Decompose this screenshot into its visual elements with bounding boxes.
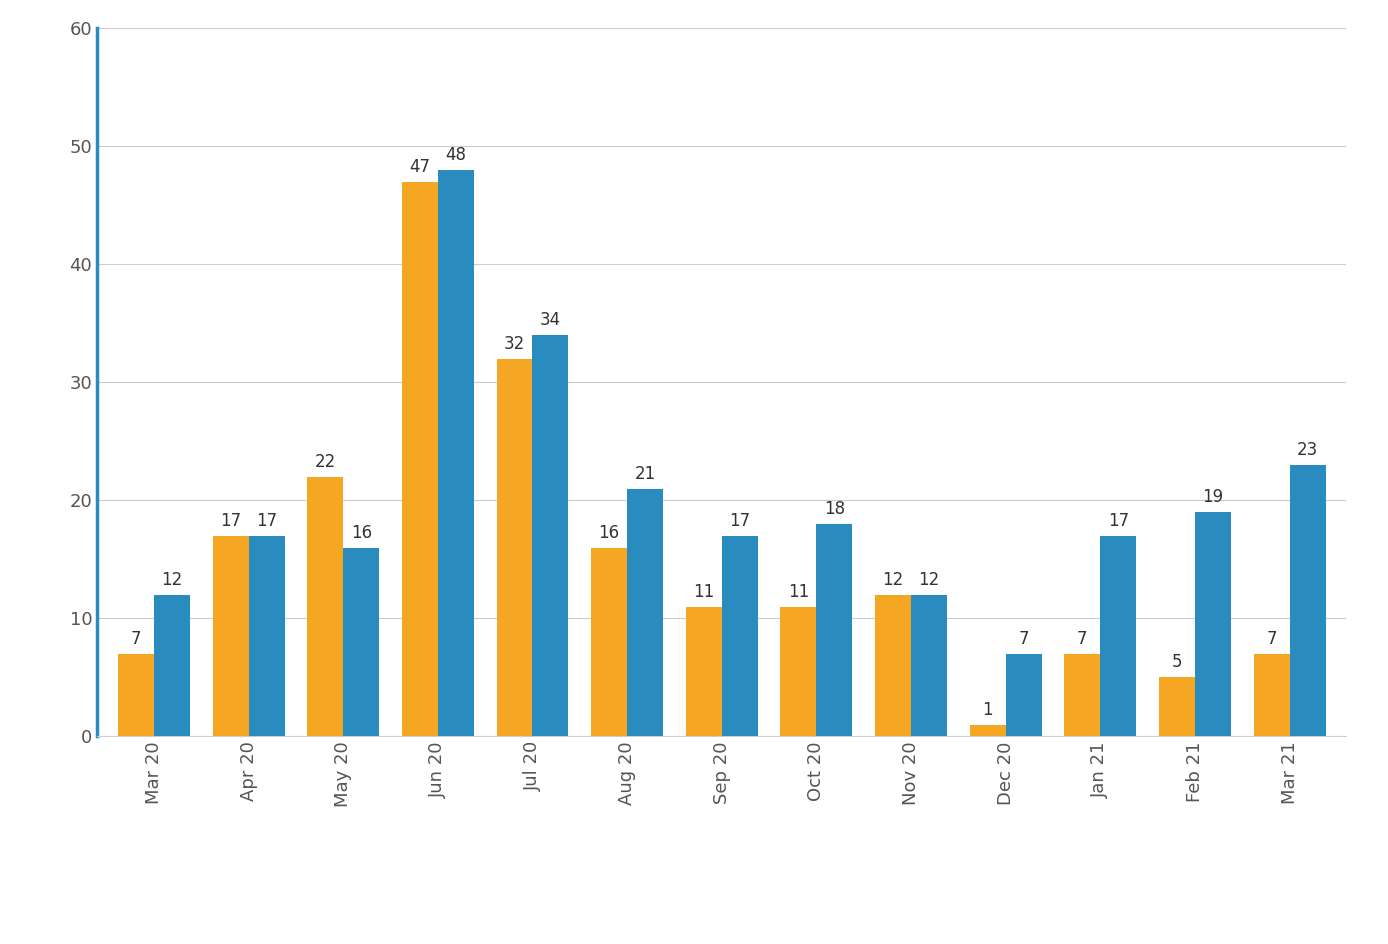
Bar [1065,653,1101,736]
Bar [591,548,627,736]
Text: 12: 12 [919,571,940,589]
Bar [1159,678,1195,736]
Text: 17: 17 [1108,512,1128,530]
Text: 18: 18 [824,500,845,518]
Bar [874,595,911,736]
Bar [154,595,190,736]
Text: 1: 1 [983,700,992,718]
Bar [437,170,473,736]
Text: 5: 5 [1171,653,1183,671]
Text: 16: 16 [351,524,372,542]
Bar [1289,464,1326,736]
Bar [1195,512,1231,736]
Text: 11: 11 [693,582,715,600]
Bar [970,725,1006,736]
Bar [1101,536,1137,736]
Bar [1006,653,1041,736]
Bar [686,606,722,736]
Text: 21: 21 [634,464,655,482]
Bar [118,653,154,736]
Bar [307,477,343,736]
Text: 34: 34 [540,312,561,329]
Text: 17: 17 [221,512,242,530]
Text: 32: 32 [504,335,525,353]
Text: 17: 17 [729,512,751,530]
Bar [780,606,816,736]
Bar [403,181,437,736]
Bar [497,359,533,736]
Text: 16: 16 [598,524,619,542]
Bar [1253,653,1289,736]
Text: 7: 7 [1077,630,1088,648]
Text: 12: 12 [883,571,904,589]
Text: 17: 17 [255,512,278,530]
Text: 19: 19 [1202,488,1223,506]
Bar [212,536,248,736]
Bar [533,335,569,736]
Text: 7: 7 [1019,630,1029,648]
Bar [343,548,379,736]
Text: 12: 12 [161,571,183,589]
Text: 22: 22 [315,453,336,471]
Bar [911,595,947,736]
Text: 48: 48 [446,146,466,164]
Text: 11: 11 [788,582,809,600]
Text: 47: 47 [409,158,430,176]
Text: 7: 7 [130,630,142,648]
Bar [816,524,852,736]
Bar [722,536,758,736]
Text: 23: 23 [1296,441,1319,459]
Bar [627,489,663,736]
Bar [248,536,285,736]
Text: 7: 7 [1266,630,1277,648]
